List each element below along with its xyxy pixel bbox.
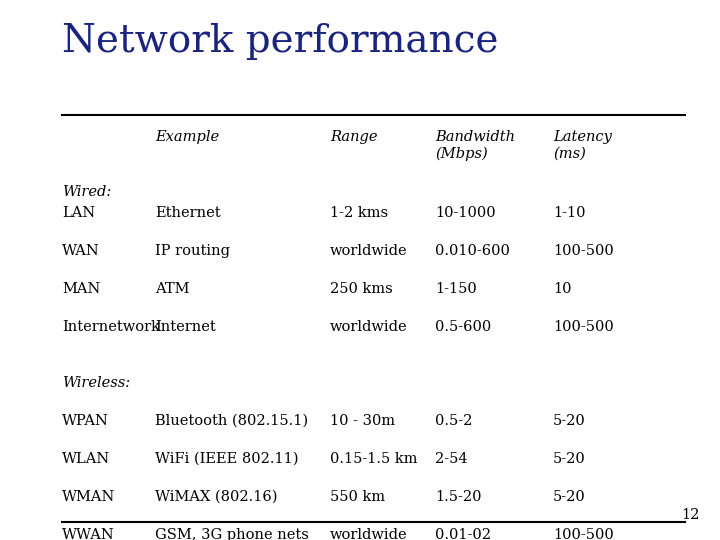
Text: WiMAX (802.16): WiMAX (802.16) xyxy=(155,490,277,504)
Text: Network performance: Network performance xyxy=(62,23,498,60)
Text: 10-1000: 10-1000 xyxy=(435,206,495,220)
Text: 100-500: 100-500 xyxy=(553,320,613,334)
Text: WAN: WAN xyxy=(62,244,100,258)
Text: 5-20: 5-20 xyxy=(553,490,586,504)
Text: worldwide: worldwide xyxy=(330,528,408,540)
Text: WPAN: WPAN xyxy=(62,414,109,428)
Text: Example: Example xyxy=(155,130,219,144)
Text: Internet: Internet xyxy=(155,320,216,334)
Text: Latency
(ms): Latency (ms) xyxy=(553,130,612,160)
Text: worldwide: worldwide xyxy=(330,244,408,258)
Text: Bandwidth
(Mbps): Bandwidth (Mbps) xyxy=(435,130,515,161)
Text: 100-500: 100-500 xyxy=(553,244,613,258)
Text: IP routing: IP routing xyxy=(155,244,230,258)
Text: Wired:: Wired: xyxy=(62,185,112,199)
Text: 5-20: 5-20 xyxy=(553,414,586,428)
Text: 1.5-20: 1.5-20 xyxy=(435,490,482,504)
Text: 1-150: 1-150 xyxy=(435,282,477,296)
Text: 0.15-1.5 km: 0.15-1.5 km xyxy=(330,452,418,466)
Text: MAN: MAN xyxy=(62,282,100,296)
Text: WiFi (IEEE 802.11): WiFi (IEEE 802.11) xyxy=(155,452,299,466)
Text: WMAN: WMAN xyxy=(62,490,115,504)
Text: 0.01-02: 0.01-02 xyxy=(435,528,491,540)
Text: Ethernet: Ethernet xyxy=(155,206,220,220)
Text: 0.5-600: 0.5-600 xyxy=(435,320,491,334)
Text: 0.010-600: 0.010-600 xyxy=(435,244,510,258)
Text: Bluetooth (802.15.1): Bluetooth (802.15.1) xyxy=(155,414,308,428)
Text: 2-54: 2-54 xyxy=(435,452,467,466)
Text: WLAN: WLAN xyxy=(62,452,110,466)
Text: 100-500: 100-500 xyxy=(553,528,613,540)
Text: Internetwork: Internetwork xyxy=(62,320,160,334)
Text: LAN: LAN xyxy=(62,206,95,220)
Text: ATM: ATM xyxy=(155,282,189,296)
Text: WWAN: WWAN xyxy=(62,528,114,540)
Text: Range: Range xyxy=(330,130,377,144)
Text: 250 kms: 250 kms xyxy=(330,282,392,296)
Text: 1-10: 1-10 xyxy=(553,206,585,220)
Text: Wireless:: Wireless: xyxy=(62,376,130,390)
Text: GSM, 3G phone nets: GSM, 3G phone nets xyxy=(155,528,309,540)
Text: 1-2 kms: 1-2 kms xyxy=(330,206,388,220)
Text: 550 km: 550 km xyxy=(330,490,385,504)
Text: worldwide: worldwide xyxy=(330,320,408,334)
Text: 10: 10 xyxy=(553,282,572,296)
Text: 0.5-2: 0.5-2 xyxy=(435,414,472,428)
Text: 12: 12 xyxy=(682,508,700,522)
Text: 5-20: 5-20 xyxy=(553,452,586,466)
Text: 10 - 30m: 10 - 30m xyxy=(330,414,395,428)
